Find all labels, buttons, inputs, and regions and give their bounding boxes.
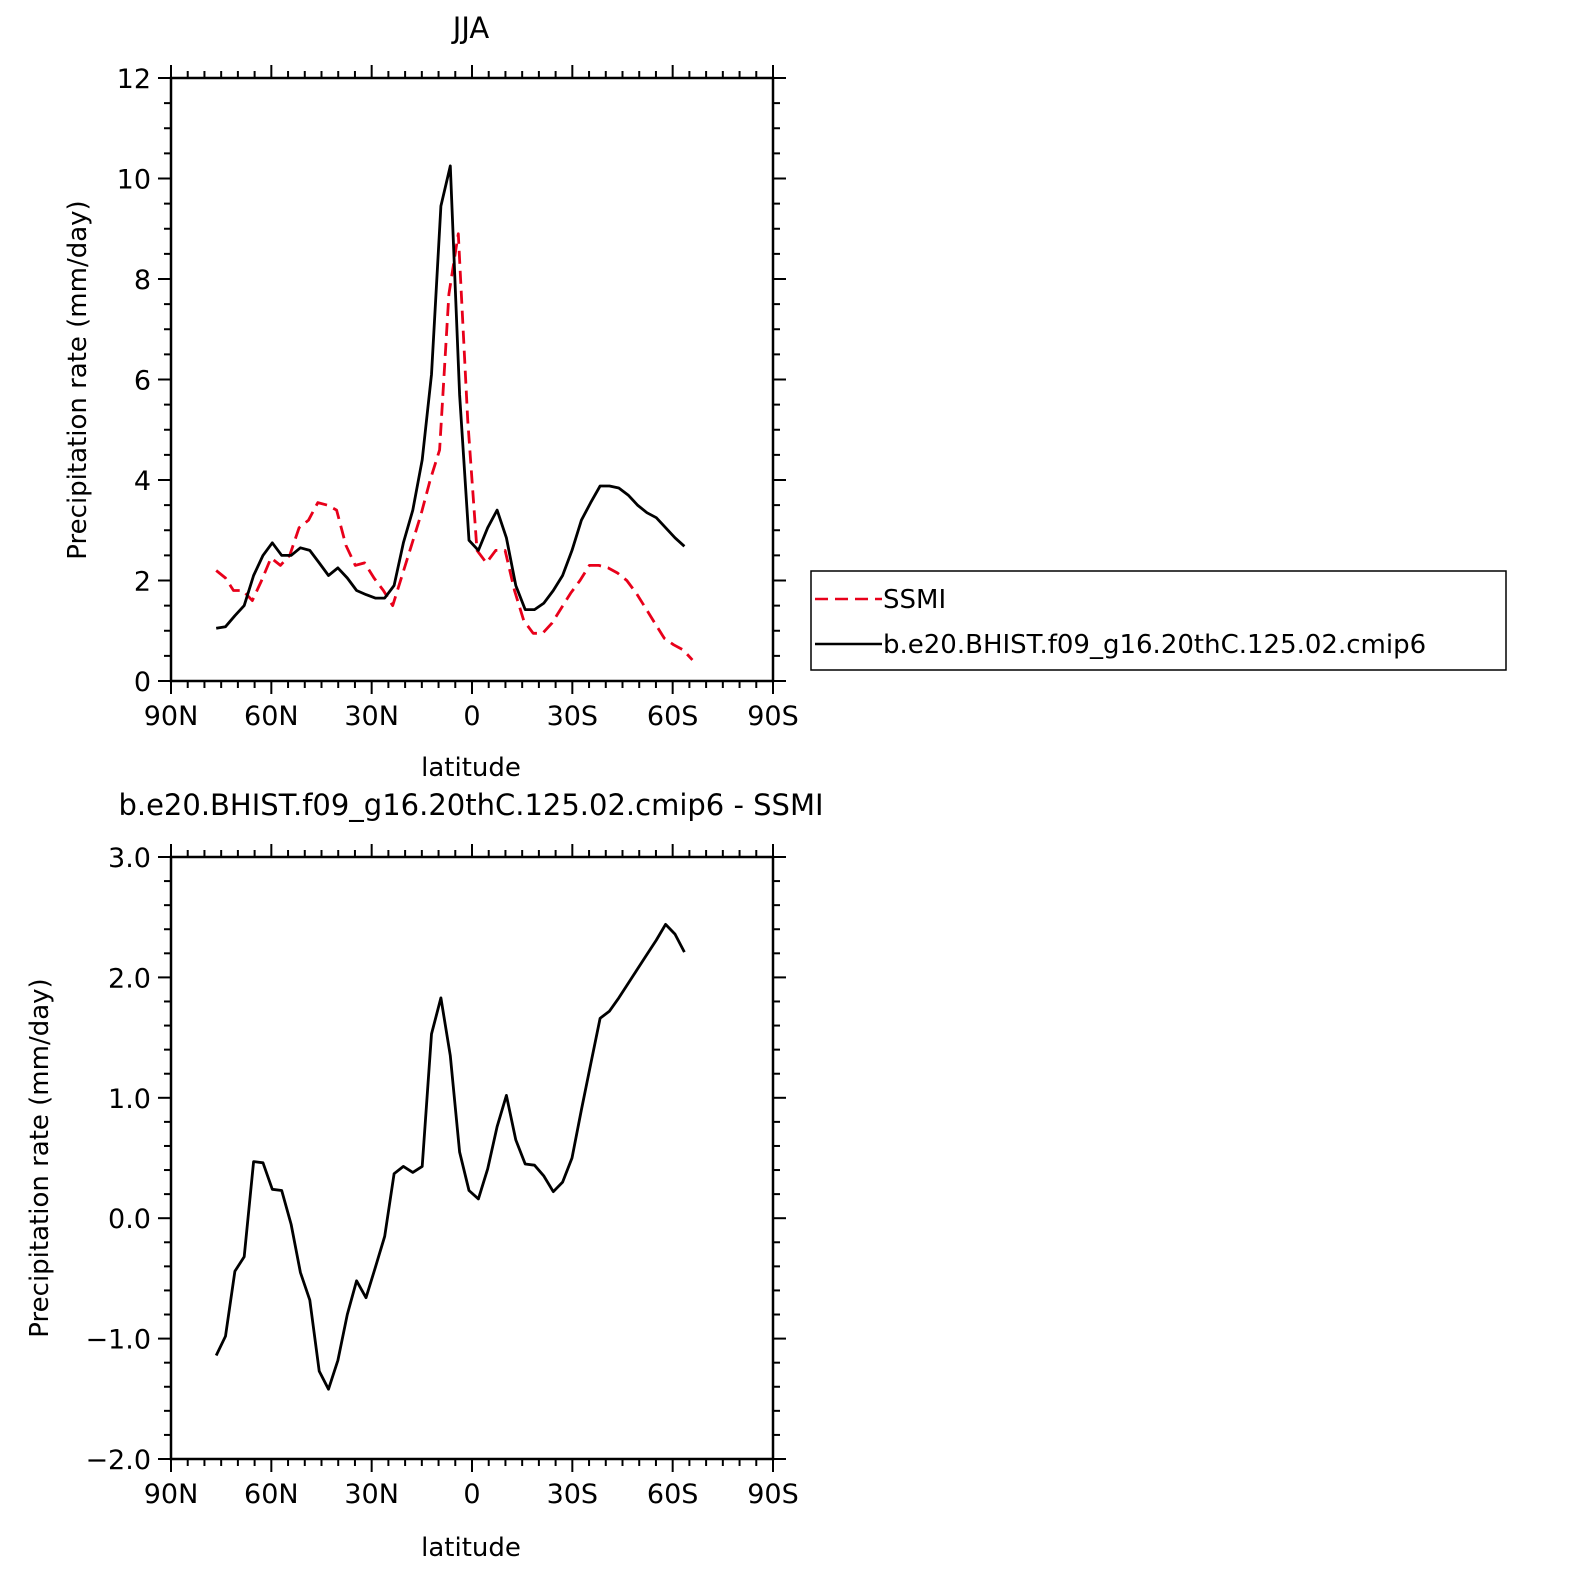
y-tick-label: 2 <box>134 567 151 598</box>
plot-frame <box>169 76 775 683</box>
tick-labels-diff: 90N 60N 30N 0 30S 60S 90S −2.0 −1.0 0.0 1.0 2.0 3.0 <box>85 843 798 1510</box>
tick-marks-diff <box>158 844 786 1472</box>
series-line-model <box>215 164 686 630</box>
y-tick-label: 4 <box>134 466 151 497</box>
difference-panel: b.e20.BHIST.f09_g16.20thC.125.02.cmip6 -… <box>25 788 824 1563</box>
y-tick-label: 0.0 <box>108 1204 151 1235</box>
y-tick-label: −1.0 <box>85 1325 151 1356</box>
panel-title: JJA <box>451 11 490 45</box>
y-tick-label: 1.0 <box>108 1084 151 1115</box>
series-group <box>215 164 694 661</box>
plot-frame-diff <box>169 855 775 1461</box>
x-tick-label: 90N <box>144 1479 199 1510</box>
x-tick-label: 90S <box>747 1479 799 1510</box>
series-line-model <box>214 923 686 1391</box>
y-tick-label: 10 <box>117 165 151 196</box>
x-tick-label: 60S <box>647 701 699 732</box>
series-group-diff <box>214 923 686 1391</box>
x-tick-label: 60N <box>244 1479 299 1510</box>
x-tick-label: 60N <box>244 701 299 732</box>
panel-title-diff: b.e20.BHIST.f09_g16.20thC.125.02.cmip6 -… <box>118 788 823 822</box>
legend-label-ssmi: SSMI <box>883 585 946 615</box>
y-tick-label: −2.0 <box>85 1445 151 1476</box>
y-axis-label: Precipitation rate (mm/day) <box>63 200 93 559</box>
y-tick-label: 3.0 <box>108 843 151 874</box>
x-tick-label: 60S <box>647 1479 699 1510</box>
x-tick-label: 0 <box>463 1479 480 1510</box>
legend-box <box>810 570 1507 671</box>
y-axis-label-diff: Precipitation rate (mm/day) <box>25 978 55 1337</box>
y-tick-label: 12 <box>117 64 151 95</box>
y-tick-label: 2.0 <box>108 963 151 994</box>
tick-labels: 90N 60N 30N 0 30S 60S 90S 0 2 4 6 8 10 12 <box>117 64 799 732</box>
x-tick-label: 30S <box>547 1479 599 1510</box>
x-axis-label: latitude <box>421 753 521 783</box>
x-tick-label: 0 <box>463 701 480 732</box>
legend-label-model: b.e20.BHIST.f09_g16.20thC.125.02.cmip6 <box>883 630 1426 660</box>
x-tick-label: 30N <box>344 701 399 732</box>
precip-panel: JJA 90N 60N 30N 0 30S 60S 90S 0 2 4 6 8 10 12 latitud… <box>63 11 1507 783</box>
y-tick-label: 0 <box>134 667 151 698</box>
x-tick-label: 30N <box>344 1479 399 1510</box>
x-tick-label: 90S <box>747 701 799 732</box>
y-tick-label: 8 <box>134 265 151 296</box>
legend: SSMI b.e20.BHIST.f09_g16.20thC.125.02.cm… <box>810 570 1507 671</box>
x-tick-label: 90N <box>144 701 199 732</box>
x-tick-label: 30S <box>547 701 599 732</box>
x-axis-label-diff: latitude <box>421 1533 521 1563</box>
y-tick-label: 6 <box>134 366 151 397</box>
